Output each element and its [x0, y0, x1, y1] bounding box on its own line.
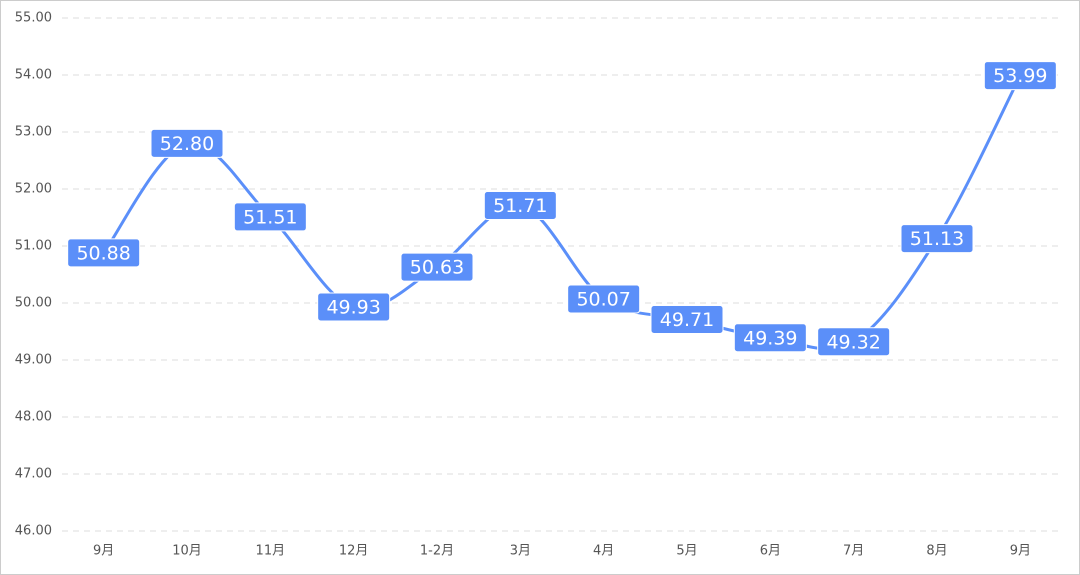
value-label: 49.71: [660, 309, 714, 331]
y-tick-label: 48.00: [15, 410, 52, 425]
value-label-box: [650, 305, 724, 335]
x-tick-label: 12月: [339, 544, 369, 559]
value-label-box: [67, 238, 141, 268]
value-label-box: [317, 292, 391, 322]
x-tick-label: 7月: [843, 544, 864, 559]
x-tick-label: 1-2月: [420, 544, 454, 559]
value-label-box: [733, 323, 807, 353]
y-tick-label: 50.00: [15, 296, 52, 311]
value-label: 49.32: [826, 331, 880, 353]
y-tick-label: 53.00: [15, 125, 52, 140]
value-label: 53.99: [993, 65, 1047, 87]
x-tick-label: 3月: [510, 544, 531, 559]
value-label: 49.93: [326, 296, 380, 318]
value-label-box: [983, 61, 1057, 91]
x-tick-label: 5月: [676, 544, 697, 559]
y-tick-label: 51.00: [15, 239, 52, 254]
y-tick-label: 46.00: [15, 524, 52, 539]
y-tick-label: 52.00: [15, 182, 52, 197]
line: [102, 74, 1022, 351]
value-label: 50.07: [576, 289, 630, 311]
value-label: 51.13: [910, 228, 964, 250]
value-label-box: [567, 284, 641, 314]
value-label: 50.63: [410, 257, 464, 279]
value-label: 50.88: [76, 242, 130, 264]
y-tick-label: 55.00: [15, 11, 52, 26]
value-label-box: [233, 202, 307, 232]
value-label: 52.80: [160, 133, 214, 155]
value-label: 51.51: [243, 206, 297, 228]
y-tick-label: 47.00: [15, 467, 52, 482]
value-label-box: [900, 224, 974, 254]
y-tick-label: 49.00: [15, 353, 52, 368]
value-label-box: [400, 252, 474, 282]
x-tick-label: 11月: [256, 544, 286, 559]
value-label-box: [483, 191, 557, 221]
x-tick-label: 8月: [926, 544, 947, 559]
value-label: 49.39: [743, 327, 797, 349]
value-label-box: [817, 327, 891, 357]
x-tick-label: 9月: [1010, 544, 1031, 559]
value-label-box: [150, 128, 224, 158]
x-tick-label: 6月: [760, 544, 781, 559]
x-tick-label: 10月: [172, 544, 202, 559]
y-tick-label: 54.00: [15, 68, 52, 83]
value-label: 51.71: [493, 195, 547, 217]
x-tick-label: 9月: [93, 544, 114, 559]
x-tick-label: 4月: [593, 544, 614, 559]
